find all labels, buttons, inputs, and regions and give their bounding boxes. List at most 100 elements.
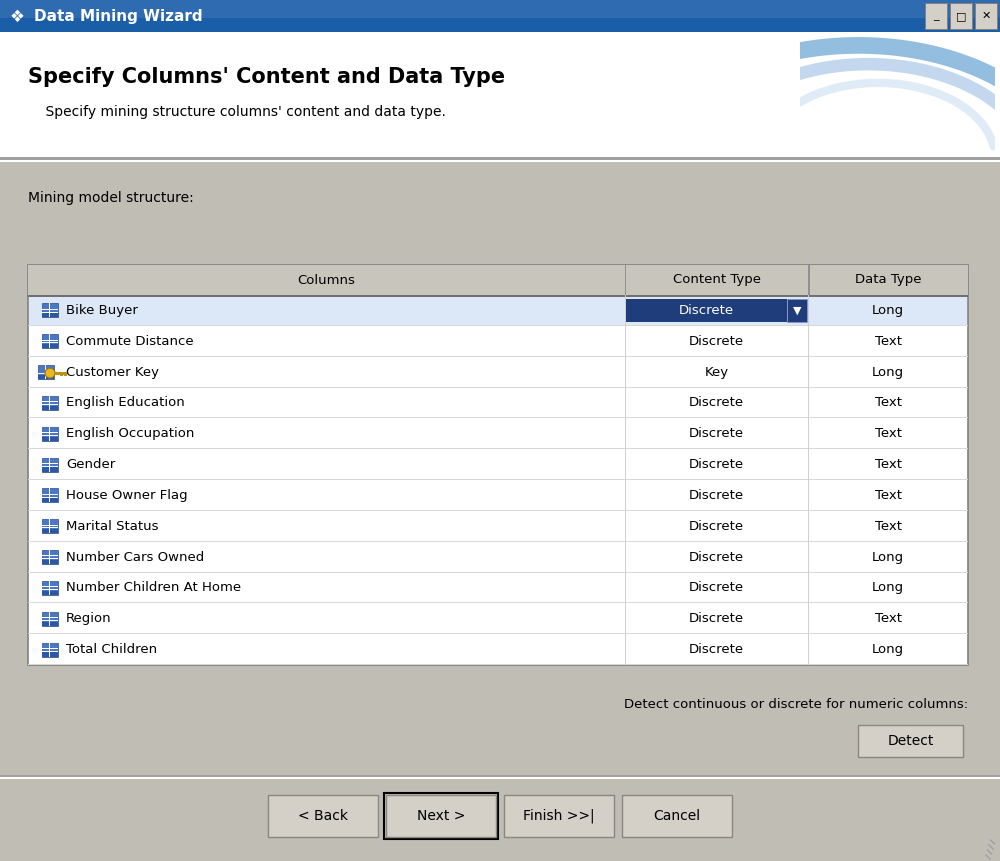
Bar — [0, 777, 1000, 779]
Bar — [54, 372, 64, 375]
Bar — [42, 396, 58, 410]
Bar — [808, 542, 809, 573]
Bar — [625, 356, 626, 387]
Bar — [29, 295, 967, 325]
Text: Discrete: Discrete — [689, 612, 744, 625]
Bar — [38, 373, 54, 375]
Bar — [384, 793, 498, 839]
Text: Text: Text — [875, 612, 902, 625]
Bar — [42, 581, 58, 595]
Bar — [42, 343, 58, 344]
Text: Detect continuous or discrete for numeric columns:: Detect continuous or discrete for numeri… — [624, 698, 968, 711]
Bar — [787, 299, 807, 322]
Text: Long: Long — [872, 643, 904, 656]
Text: Discrete: Discrete — [689, 550, 744, 564]
Bar — [808, 573, 809, 604]
Text: Discrete: Discrete — [689, 396, 744, 410]
Bar — [625, 295, 626, 325]
Bar — [49, 612, 50, 626]
Bar — [625, 265, 626, 295]
Text: Text: Text — [875, 489, 902, 502]
Bar — [42, 622, 58, 626]
Bar — [49, 427, 50, 441]
Bar — [808, 511, 809, 542]
Bar — [42, 435, 58, 436]
Bar — [625, 387, 626, 418]
Bar — [29, 418, 967, 449]
Bar — [29, 604, 967, 633]
Text: Marital Status: Marital Status — [66, 520, 158, 533]
Bar — [42, 427, 58, 441]
Bar — [625, 511, 626, 542]
Text: Discrete: Discrete — [679, 304, 734, 317]
Bar — [49, 334, 50, 348]
Bar — [625, 480, 626, 511]
Bar — [38, 365, 54, 379]
Bar — [0, 775, 1000, 777]
Text: Data Mining Wizard: Data Mining Wizard — [34, 9, 203, 23]
Bar — [42, 620, 58, 621]
Bar — [49, 488, 50, 503]
Bar — [28, 572, 968, 573]
Bar — [42, 586, 58, 587]
Bar — [42, 493, 58, 495]
Bar — [29, 356, 967, 387]
Bar — [49, 519, 50, 533]
Bar — [42, 653, 58, 657]
Bar — [858, 725, 963, 757]
Bar — [42, 334, 58, 348]
Bar — [808, 295, 809, 325]
Bar — [625, 325, 626, 356]
Bar — [28, 541, 968, 542]
Bar — [29, 542, 967, 572]
Bar — [29, 573, 967, 603]
Bar — [42, 488, 58, 503]
Bar — [625, 418, 626, 449]
Bar — [49, 581, 50, 595]
Bar — [28, 603, 968, 604]
Bar — [42, 558, 58, 559]
Bar — [622, 795, 732, 837]
Text: Text: Text — [875, 520, 902, 533]
Bar — [28, 664, 968, 665]
Bar — [45, 365, 46, 379]
Text: Next >: Next > — [417, 809, 465, 823]
Bar — [42, 466, 58, 467]
Bar — [42, 612, 58, 626]
Bar — [42, 519, 58, 533]
Bar — [42, 647, 58, 649]
Bar — [42, 617, 58, 618]
Text: Specify Columns' Content and Data Type: Specify Columns' Content and Data Type — [28, 67, 505, 87]
Bar — [504, 795, 614, 837]
Bar — [975, 3, 997, 29]
Bar — [28, 479, 968, 480]
Text: Long: Long — [872, 366, 904, 379]
Bar — [42, 497, 58, 498]
Bar — [49, 303, 50, 318]
Bar — [29, 387, 967, 418]
Bar — [42, 527, 58, 529]
Text: ▼: ▼ — [793, 306, 801, 315]
Text: Finish >>|: Finish >>| — [523, 808, 595, 823]
Bar — [386, 795, 496, 837]
Text: Discrete: Discrete — [689, 581, 744, 594]
Text: Gender: Gender — [66, 458, 115, 471]
Bar — [38, 375, 54, 379]
Text: Specify mining structure columns' content and data type.: Specify mining structure columns' conten… — [28, 105, 446, 119]
Bar — [808, 480, 809, 511]
Bar — [0, 160, 1000, 162]
Bar — [42, 401, 58, 402]
Bar — [925, 3, 947, 29]
Text: Long: Long — [872, 550, 904, 564]
Bar — [808, 387, 809, 418]
Bar — [49, 550, 50, 564]
Text: Total Children: Total Children — [66, 643, 157, 656]
Bar — [42, 555, 58, 556]
Text: Number Children At Home: Number Children At Home — [66, 581, 241, 594]
Bar — [0, 0, 1000, 17]
Text: Bike Buyer: Bike Buyer — [66, 304, 138, 317]
Text: Mining model structure:: Mining model structure: — [28, 191, 194, 205]
Text: Text: Text — [875, 335, 902, 348]
Bar — [42, 642, 58, 657]
Bar — [625, 635, 626, 665]
